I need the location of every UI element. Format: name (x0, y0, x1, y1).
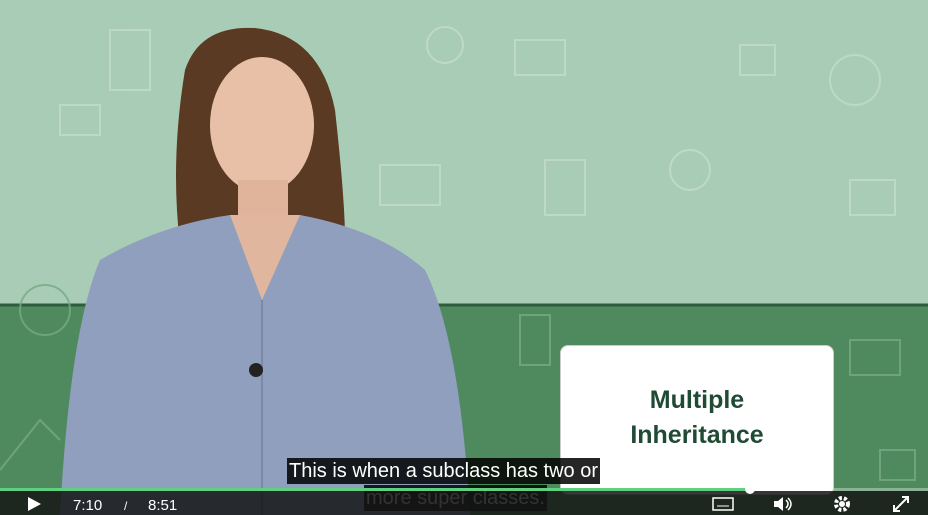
volume-button[interactable] (772, 496, 794, 512)
progress-bar[interactable] (0, 484, 928, 494)
card-line: Multiple (649, 386, 745, 414)
progress-thumb[interactable] (745, 484, 755, 494)
settings-button[interactable] (833, 495, 851, 513)
captions-button[interactable] (712, 496, 734, 512)
caption-line: This is when a subclass has two or (287, 458, 601, 484)
control-bar: 7:10 / 8:51 (0, 491, 928, 515)
fullscreen-button[interactable] (893, 496, 909, 512)
progress-fill (0, 488, 750, 491)
current-time: 7:10 (73, 497, 103, 514)
play-button[interactable] (26, 496, 42, 512)
card-line: Inheritance (630, 421, 764, 449)
duration: 8:51 (148, 497, 178, 514)
time-separator: / (124, 499, 128, 513)
title-card: Multiple Inheritance (560, 345, 834, 495)
